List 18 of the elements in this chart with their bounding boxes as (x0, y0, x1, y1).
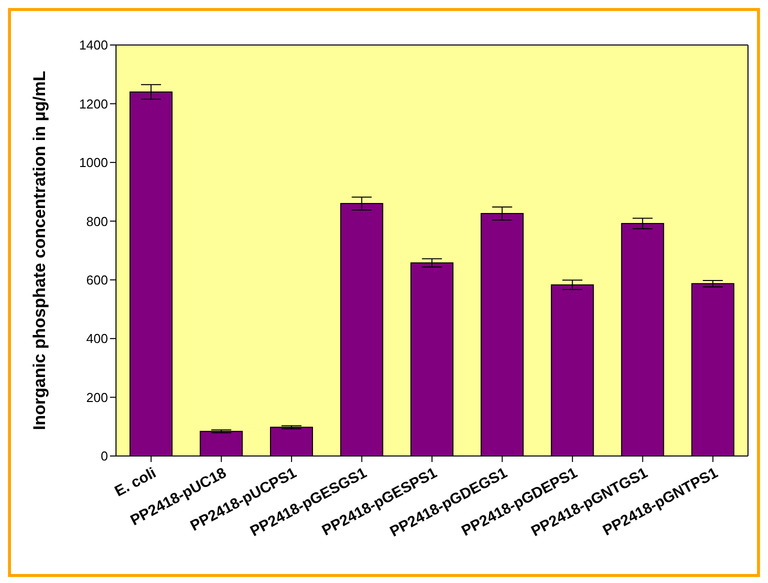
bar (200, 430, 243, 456)
bar (130, 91, 173, 456)
bar (340, 203, 384, 456)
y-axis-title: Inorganic phosphate concentration in µg/mL (30, 70, 50, 430)
y-tick-label: 200 (86, 390, 108, 405)
bar (270, 426, 313, 456)
y-tick-label: 400 (86, 331, 108, 346)
y-tick-label: 1200 (79, 96, 108, 112)
y-tick-label: 800 (86, 214, 108, 229)
bar (691, 283, 734, 456)
y-tick-label: 0 (100, 448, 108, 464)
y-tick-label: 600 (86, 272, 108, 288)
bar (550, 284, 594, 456)
bar (410, 262, 454, 456)
bar (480, 213, 524, 456)
y-tick-label: 1000 (79, 155, 108, 170)
bar (621, 222, 664, 456)
y-tick-label: 1400 (79, 38, 108, 53)
